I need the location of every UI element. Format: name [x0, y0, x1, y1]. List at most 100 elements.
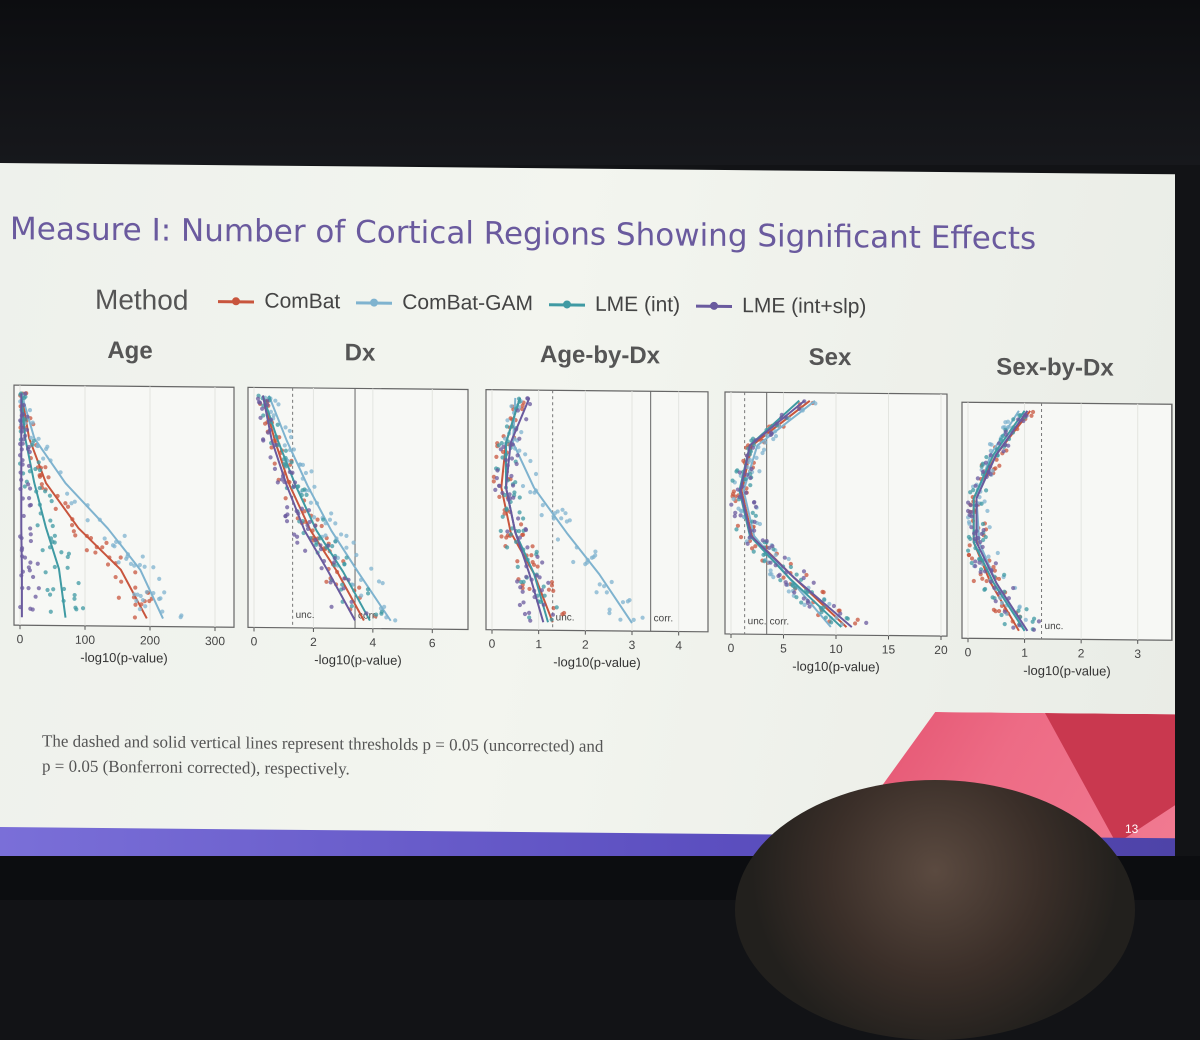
scatter-point: [359, 594, 363, 598]
scatter-point: [321, 518, 325, 522]
scatter-point: [86, 518, 90, 522]
scatter-point: [50, 499, 54, 503]
scatter-point: [521, 600, 525, 604]
scatter-point: [85, 548, 89, 552]
scatter-point: [751, 446, 755, 450]
scatter-point: [968, 537, 972, 541]
scatter-point: [966, 509, 970, 513]
scatter-point: [783, 556, 787, 560]
scatter-point: [369, 567, 373, 571]
scatter-point: [500, 455, 504, 459]
scatter-point: [968, 543, 972, 547]
scatter-point: [377, 579, 381, 583]
scatter-point: [560, 508, 564, 512]
scatter-point: [984, 488, 988, 492]
scatter-point: [505, 424, 509, 428]
scatter-point: [143, 565, 147, 569]
scatter-point: [518, 603, 522, 607]
scatter-point: [974, 484, 978, 488]
scatter-point: [381, 581, 385, 585]
scatter-point: [997, 577, 1001, 581]
scatter-point: [133, 570, 137, 574]
scatter-point: [27, 496, 31, 500]
scatter-point: [733, 511, 737, 515]
scatter-point: [505, 529, 509, 533]
scatter-point: [133, 585, 137, 589]
scatter-point: [309, 469, 313, 473]
scatter-point: [550, 580, 554, 584]
scatter-point: [1000, 601, 1004, 605]
scatter-point: [806, 601, 810, 605]
scatter-point: [76, 581, 80, 585]
scatter-point: [984, 455, 988, 459]
scatter-point: [289, 435, 293, 439]
scatter-point: [824, 615, 828, 619]
scatter-point: [509, 404, 513, 408]
scatter-point: [1016, 609, 1020, 613]
scatter-point: [997, 441, 1001, 445]
scatter-point: [640, 616, 644, 620]
scatter-point: [1024, 607, 1028, 611]
scatter-point: [983, 587, 987, 591]
scatter-point: [499, 529, 503, 533]
scatter-point: [283, 425, 287, 429]
scatter-point: [305, 523, 309, 527]
scatter-point: [527, 611, 531, 615]
scatter-point: [562, 611, 566, 615]
scatter-point: [29, 503, 33, 507]
scatter-point: [972, 579, 976, 583]
scatter-point: [1032, 628, 1036, 632]
scatter-point: [341, 586, 345, 590]
page-number: 13: [1125, 822, 1138, 836]
scatter-point: [744, 491, 748, 495]
scatter-point: [754, 514, 758, 518]
scatter-point: [134, 599, 138, 603]
scatter-point: [38, 468, 42, 472]
scatter-point: [70, 523, 74, 527]
scatter-point: [162, 590, 166, 594]
scatter-point: [532, 563, 536, 567]
scatter-point: [789, 565, 793, 569]
scatter-point: [550, 618, 554, 622]
scatter-point: [632, 618, 636, 622]
scatter-point: [54, 507, 58, 511]
scatter-point: [1001, 449, 1005, 453]
scatter-point: [312, 515, 316, 519]
scatter-point: [141, 554, 145, 558]
scatter-point: [734, 527, 738, 531]
scatter-point: [994, 561, 998, 565]
scatter-point: [333, 521, 337, 525]
scatter-point: [499, 534, 503, 538]
x-axis-label: -log10(p-value): [80, 650, 167, 666]
scatter-point: [28, 408, 32, 412]
scatter-point: [31, 575, 35, 579]
scatter-point: [985, 579, 989, 583]
scatter-point: [521, 484, 525, 488]
scatter-point: [551, 613, 555, 617]
panel-title: Age-by-Dx: [540, 341, 661, 369]
scatter-point: [276, 423, 280, 427]
scatter-point: [540, 588, 544, 592]
scatter-point: [519, 430, 523, 434]
scatter-point: [518, 495, 522, 499]
scatter-point: [980, 577, 984, 581]
scatter-point: [292, 533, 296, 537]
scatter-point: [41, 456, 45, 460]
scatter-point: [752, 520, 756, 524]
scatter-point: [970, 556, 974, 560]
scatter-point: [81, 606, 85, 610]
scatter-point: [357, 585, 361, 589]
scatter-point: [542, 585, 546, 589]
scatter-point: [38, 486, 42, 490]
scatter-point: [802, 596, 806, 600]
scatter-point: [770, 432, 774, 436]
x-axis-label: -log10(p-value): [1023, 663, 1110, 679]
scatter-point: [511, 483, 515, 487]
scatter-point: [505, 545, 509, 549]
scatter-point: [516, 565, 520, 569]
scatter-point: [33, 595, 37, 599]
scatter-point: [103, 536, 107, 540]
scatter-point: [565, 519, 569, 523]
scatter-point: [285, 505, 289, 509]
